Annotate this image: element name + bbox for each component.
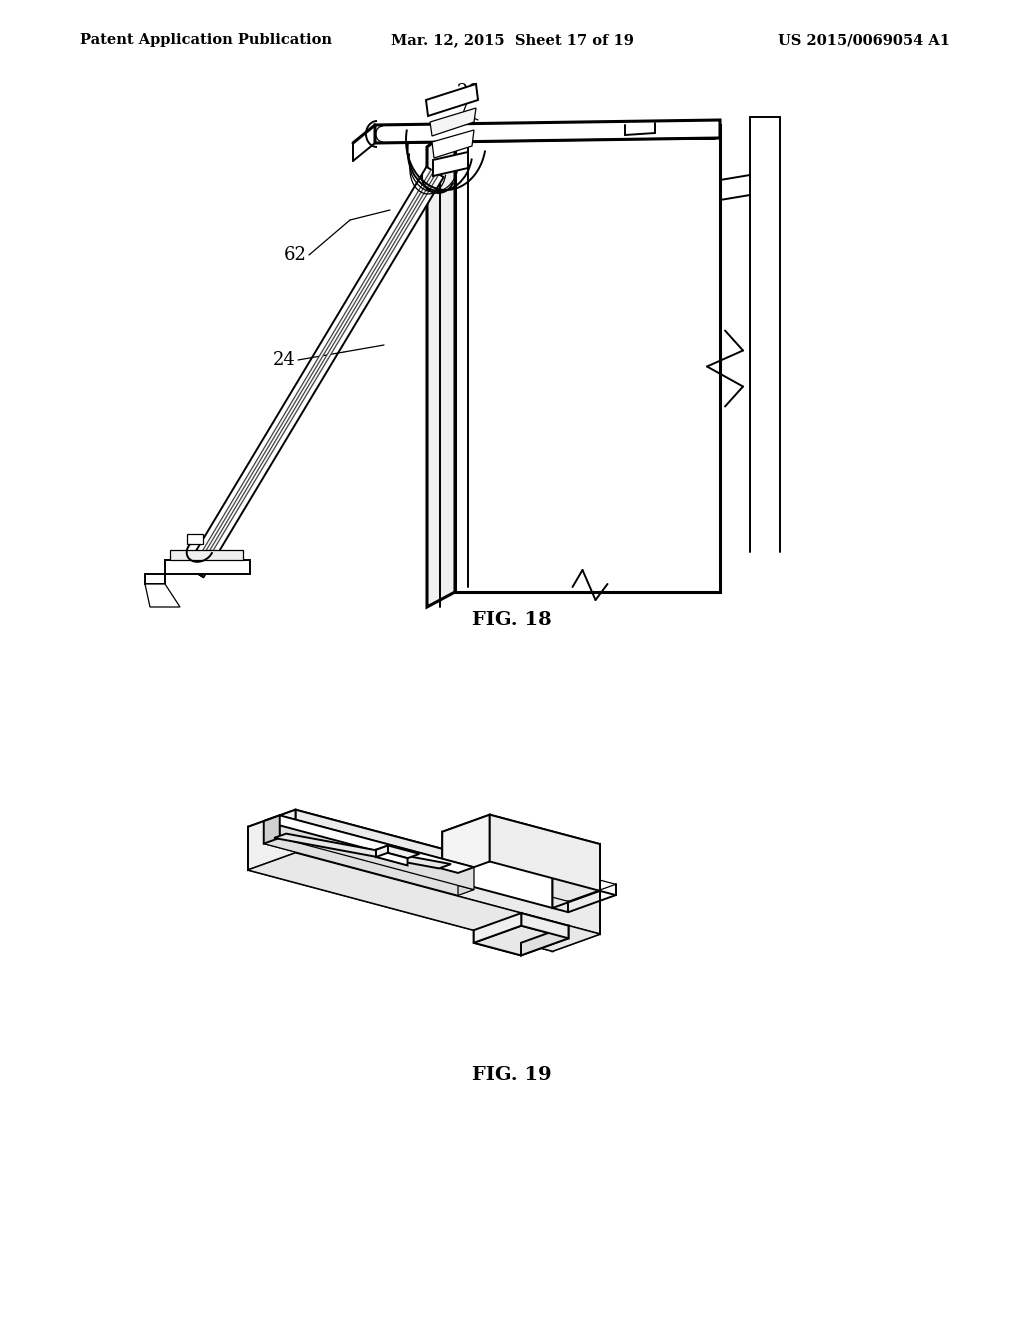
Polygon shape <box>432 129 474 158</box>
Polygon shape <box>474 931 521 956</box>
Polygon shape <box>427 125 455 607</box>
Polygon shape <box>553 891 600 952</box>
Polygon shape <box>442 832 553 908</box>
Polygon shape <box>296 809 600 935</box>
Polygon shape <box>248 826 553 952</box>
Polygon shape <box>280 816 474 890</box>
Polygon shape <box>455 125 720 591</box>
Text: 62: 62 <box>284 246 306 264</box>
Polygon shape <box>170 550 243 560</box>
Polygon shape <box>375 120 720 143</box>
Polygon shape <box>187 535 203 544</box>
Polygon shape <box>442 814 600 861</box>
Text: FIG. 19: FIG. 19 <box>472 1067 552 1084</box>
Polygon shape <box>521 913 568 939</box>
Text: 24: 24 <box>272 351 295 370</box>
Polygon shape <box>274 834 451 869</box>
Polygon shape <box>264 821 458 895</box>
Polygon shape <box>426 84 478 116</box>
Polygon shape <box>248 809 600 908</box>
Polygon shape <box>145 574 165 583</box>
Text: Patent Application Publication: Patent Application Publication <box>80 33 332 48</box>
Polygon shape <box>186 166 443 577</box>
Text: FIG. 18: FIG. 18 <box>472 611 552 630</box>
Polygon shape <box>165 560 250 574</box>
Polygon shape <box>264 838 474 895</box>
Polygon shape <box>474 913 521 942</box>
Polygon shape <box>433 152 468 176</box>
Polygon shape <box>248 809 296 870</box>
Polygon shape <box>553 843 600 908</box>
Polygon shape <box>376 846 388 857</box>
Text: US 2015/0069054 A1: US 2015/0069054 A1 <box>778 33 950 48</box>
Polygon shape <box>430 108 476 136</box>
Polygon shape <box>376 846 420 858</box>
Polygon shape <box>376 850 408 866</box>
Text: Mar. 12, 2015  Sheet 17 of 19: Mar. 12, 2015 Sheet 17 of 19 <box>390 33 634 48</box>
Polygon shape <box>145 583 180 607</box>
Polygon shape <box>264 816 280 843</box>
Polygon shape <box>442 814 489 879</box>
Polygon shape <box>176 554 204 577</box>
Polygon shape <box>489 814 600 891</box>
Polygon shape <box>248 853 600 952</box>
Text: 26: 26 <box>457 83 479 102</box>
Polygon shape <box>197 173 439 574</box>
Polygon shape <box>521 925 568 956</box>
Polygon shape <box>474 925 568 956</box>
Polygon shape <box>191 170 434 572</box>
Polygon shape <box>264 816 474 873</box>
